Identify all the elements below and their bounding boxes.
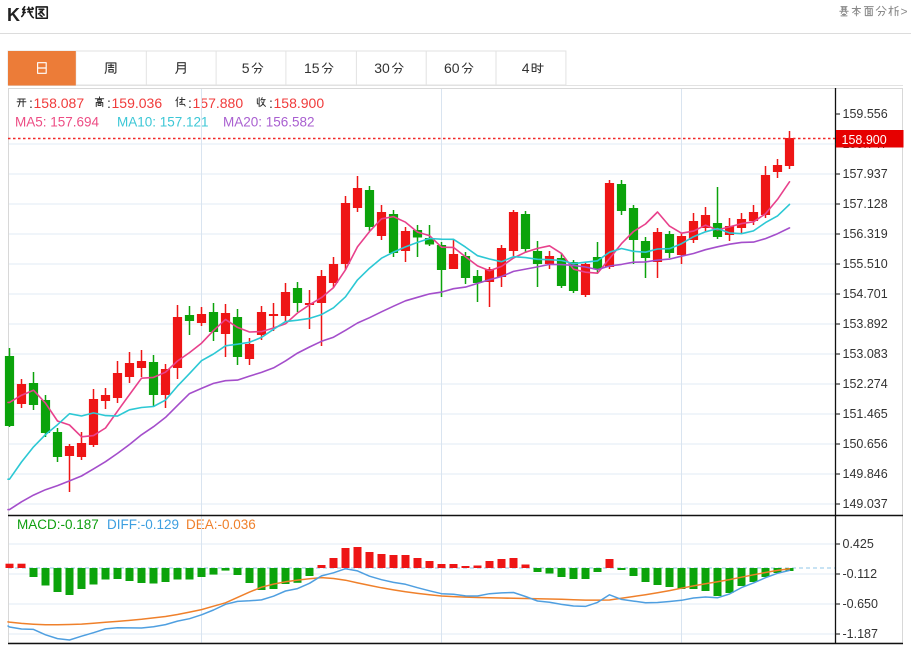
svg-text:K: K	[7, 5, 20, 25]
svg-text:-0.112: -0.112	[843, 567, 878, 581]
svg-text:152.274: 152.274	[843, 377, 888, 391]
svg-text:MA10: 157.121: MA10: 157.121	[117, 115, 209, 130]
svg-text:-0.650: -0.650	[843, 597, 878, 611]
svg-text:0.425: 0.425	[843, 537, 874, 551]
svg-text:154.701: 154.701	[843, 287, 888, 301]
svg-text:149.037: 149.037	[843, 497, 888, 511]
svg-text:5: 5	[242, 60, 250, 76]
svg-text:151.465: 151.465	[843, 407, 888, 421]
svg-text:150.656: 150.656	[843, 437, 888, 451]
svg-text:4: 4	[522, 60, 530, 76]
svg-text:30: 30	[374, 60, 390, 76]
svg-text:15: 15	[304, 60, 320, 76]
svg-text:MA5: 157.694: MA5: 157.694	[15, 115, 100, 130]
svg-text::: :	[29, 95, 33, 111]
svg-text:153.892: 153.892	[843, 317, 888, 331]
svg-text:157.128: 157.128	[843, 197, 888, 211]
svg-text:153.083: 153.083	[843, 347, 888, 361]
svg-text::: :	[269, 95, 273, 111]
svg-text::: :	[107, 95, 111, 111]
svg-text:149.846: 149.846	[843, 467, 888, 481]
svg-text:MA20: 156.582: MA20: 156.582	[223, 115, 315, 130]
svg-text:159.556: 159.556	[843, 107, 888, 121]
svg-text:-1.187: -1.187	[843, 627, 878, 641]
svg-text:158.900: 158.900	[842, 133, 887, 147]
svg-text:MACD:-0.187: MACD:-0.187	[17, 517, 99, 532]
svg-text:157.880: 157.880	[193, 95, 244, 111]
svg-text:157.937: 157.937	[843, 167, 888, 181]
svg-text:155.510: 155.510	[843, 257, 888, 271]
svg-text:159.036: 159.036	[112, 95, 163, 111]
svg-text:DIFF:-0.129: DIFF:-0.129	[107, 517, 179, 532]
svg-text:DEA:-0.036: DEA:-0.036	[186, 517, 256, 532]
svg-text:>: >	[901, 5, 908, 19]
svg-text:158.087: 158.087	[34, 95, 85, 111]
svg-text:158.900: 158.900	[274, 95, 325, 111]
svg-text:156.319: 156.319	[843, 227, 888, 241]
svg-text:60: 60	[444, 60, 460, 76]
svg-text::: :	[188, 95, 192, 111]
